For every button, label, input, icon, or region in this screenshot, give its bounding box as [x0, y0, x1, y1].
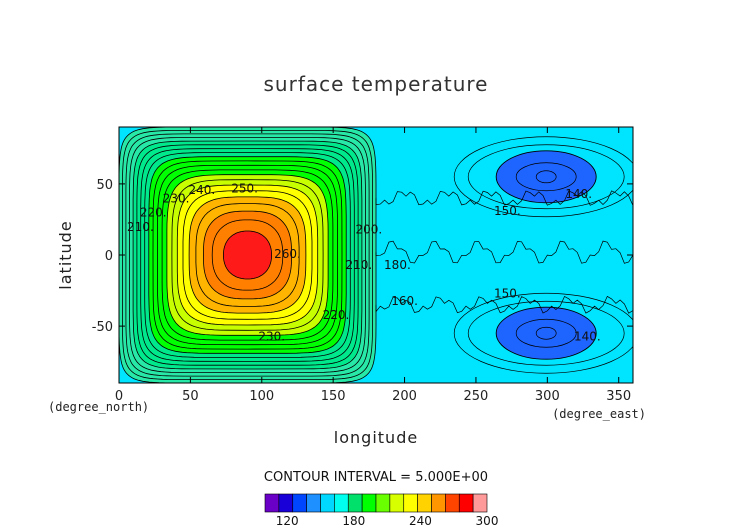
x-tick-label: 50	[182, 389, 199, 404]
colorbar-tick-label: 180	[342, 514, 365, 528]
colorbar-swatch	[431, 493, 446, 513]
axes: 0 50 100 150 200 250 300 350 -50 0 50	[92, 127, 633, 404]
x-tick-label: 0	[115, 389, 123, 404]
contour-interval-text: CONTOUR INTERVAL = 5.000E+00	[264, 470, 488, 485]
contour-label: 140.	[565, 187, 592, 201]
x-tick-label: 250	[464, 389, 489, 404]
colorbar-swatch	[292, 493, 307, 513]
contour-fill-260	[223, 230, 272, 280]
colorbar-swatch	[334, 493, 349, 513]
colorbar-swatch	[472, 493, 488, 513]
cold-pool-1-contour-2	[467, 144, 625, 210]
y-tick-label: 50	[96, 178, 113, 193]
contour-label: 210.	[127, 220, 154, 234]
colorbar-swatch	[306, 493, 321, 513]
contour-label: 240.	[188, 183, 215, 197]
contour-line-150-equatorial	[375, 240, 633, 264]
colorbar-swatch	[458, 493, 474, 513]
colorbar-tick-label: 120	[276, 514, 299, 528]
contour-label: 220.	[140, 206, 167, 220]
cold-pool-2-contour-1	[453, 292, 633, 374]
colorbar-swatch	[403, 493, 418, 513]
colorbar-tick-label: 300	[476, 514, 499, 528]
colorbar-swatch	[361, 493, 377, 513]
contour-line-150-south	[375, 295, 633, 314]
y-tick-label: 0	[105, 249, 113, 264]
y-axis-label: latitude	[56, 220, 75, 289]
colorbar: 120 180 240 300	[264, 493, 499, 528]
colorbar-swatch	[347, 493, 363, 513]
colorbar-tick-label: 240	[409, 514, 432, 528]
cold-pool-2-contour-5	[535, 326, 557, 340]
colorbar-swatch	[264, 493, 280, 513]
colorbar-swatch	[375, 493, 391, 513]
y-tick-label: -50	[92, 320, 113, 335]
contour-line-150-north	[375, 190, 633, 206]
colorbar-swatch	[417, 493, 432, 513]
contour-label: 140.	[574, 329, 601, 343]
chart-title: surface temperature	[264, 72, 489, 96]
contour-label: 220.	[323, 308, 350, 322]
x-tick-label: 100	[249, 389, 274, 404]
cold-pool-1-contour-5	[535, 170, 557, 184]
x-tick-label: 300	[535, 389, 560, 404]
colorbar-swatch	[389, 493, 405, 513]
plot-area: 250.260.240.230.220.210.230.220.210.200.…	[118, 126, 634, 384]
contour-label: 260.	[274, 247, 301, 261]
colorbar-swatch	[278, 493, 294, 513]
x-axis-label: longitude	[334, 428, 418, 447]
contour-label: 210.	[346, 258, 373, 272]
cold-pool-2-contour-2	[467, 300, 625, 366]
contour-label: 230.	[258, 329, 285, 343]
contour-label: 200.	[356, 223, 383, 237]
x-tick-label: 350	[606, 389, 631, 404]
y-unit-label: (degree_north)	[48, 400, 149, 414]
cold-pool-1-contour-1	[453, 136, 633, 218]
contour-label: 150.	[494, 287, 521, 301]
x-unit-label: (degree_east)	[552, 407, 646, 421]
contour-label: 230.	[163, 191, 190, 205]
contour-label: 250.	[231, 181, 258, 195]
x-tick-label: 150	[321, 389, 346, 404]
x-tick-label: 200	[392, 389, 417, 404]
contour-label: 160.	[391, 294, 418, 308]
colorbar-swatch	[445, 493, 460, 513]
colorbar-swatch	[320, 493, 335, 513]
contour-label: 180.	[384, 258, 411, 272]
contour-label: 150.	[494, 204, 521, 218]
